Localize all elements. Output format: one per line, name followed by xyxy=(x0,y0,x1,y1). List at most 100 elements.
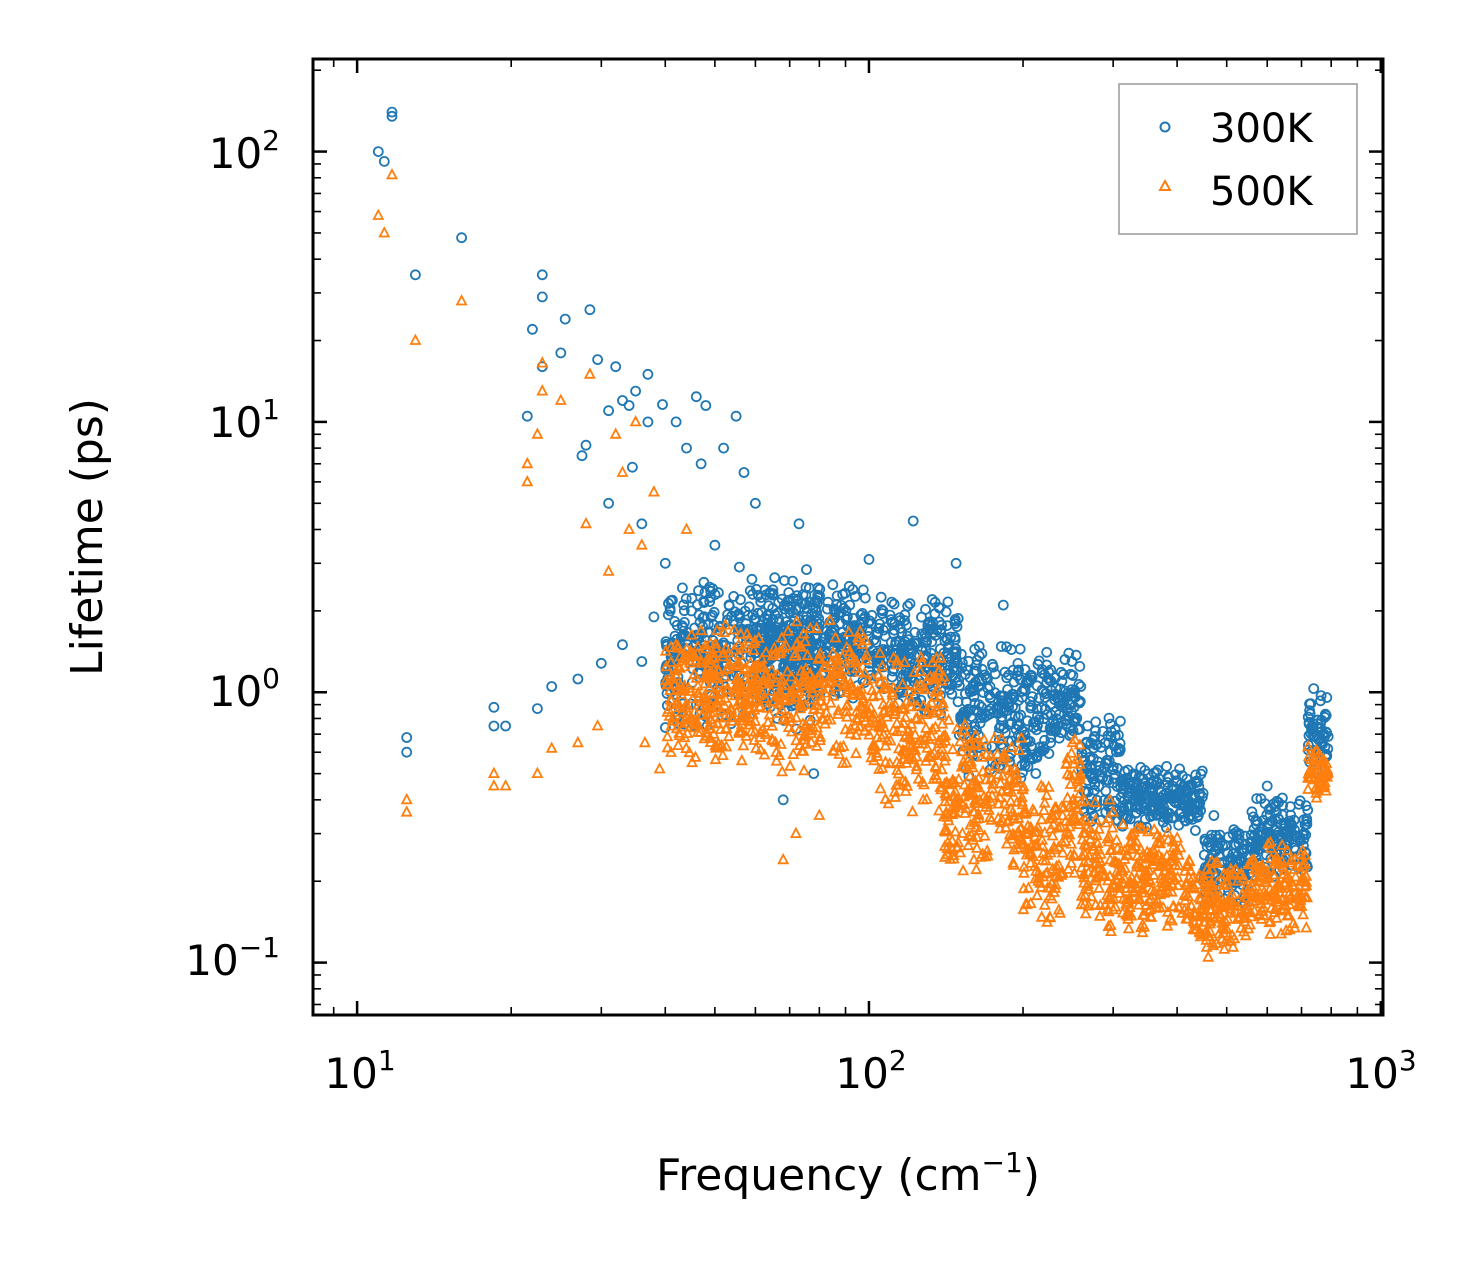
data-point xyxy=(1018,860,1030,872)
data-point xyxy=(1145,811,1156,822)
data-point xyxy=(961,729,974,742)
data-point xyxy=(1054,819,1067,832)
data-point xyxy=(1056,835,1069,848)
data-point xyxy=(748,683,761,695)
data-point xyxy=(938,850,951,862)
data-point xyxy=(1257,900,1270,913)
data-point xyxy=(840,685,853,697)
data-point xyxy=(1211,875,1224,887)
data-point xyxy=(785,725,798,737)
data-point xyxy=(743,691,755,703)
data-point xyxy=(920,792,933,804)
data-point xyxy=(661,729,674,742)
data-point xyxy=(920,721,932,733)
data-point xyxy=(824,713,837,725)
data-point xyxy=(1026,672,1038,683)
data-point xyxy=(1075,860,1088,873)
data-point xyxy=(1155,796,1166,808)
data-point xyxy=(767,589,778,601)
data-point xyxy=(1089,812,1102,825)
data-point xyxy=(1312,714,1324,726)
data-point xyxy=(850,746,862,759)
data-point xyxy=(1300,800,1312,812)
data-point xyxy=(836,650,849,662)
data-point xyxy=(982,803,995,815)
data-point xyxy=(695,623,708,636)
data-point xyxy=(1227,828,1239,840)
data-point xyxy=(1236,844,1248,855)
data-point xyxy=(814,694,827,706)
data-point xyxy=(712,662,724,674)
data-point xyxy=(1115,843,1128,855)
data-point xyxy=(1252,870,1265,882)
data-point xyxy=(610,361,622,373)
data-point xyxy=(648,611,660,623)
data-point xyxy=(1027,752,1038,763)
data-point xyxy=(723,657,736,669)
data-point xyxy=(617,395,628,406)
data-point xyxy=(840,677,853,690)
data-point xyxy=(1283,831,1295,843)
legend-label-300k: 300K xyxy=(1210,106,1314,152)
data-point xyxy=(905,699,918,712)
data-point xyxy=(746,573,758,585)
data-point xyxy=(889,698,902,710)
data-point xyxy=(670,416,682,428)
data-point xyxy=(1073,780,1086,792)
data-point xyxy=(897,716,910,728)
data-point xyxy=(636,656,648,667)
data-point xyxy=(941,824,954,837)
data-point xyxy=(754,700,766,713)
data-point xyxy=(1048,840,1060,852)
data-point xyxy=(1088,865,1101,878)
data-point xyxy=(954,680,965,692)
data-point xyxy=(1082,720,1093,732)
data-point xyxy=(1006,776,1019,788)
data-point xyxy=(943,777,956,790)
data-point xyxy=(1305,752,1317,764)
data-point xyxy=(1140,875,1153,887)
data-point xyxy=(1103,799,1114,811)
data-point xyxy=(999,820,1012,833)
data-point xyxy=(832,707,845,719)
data-point xyxy=(1088,731,1100,743)
data-point xyxy=(704,596,716,607)
data-point xyxy=(1252,828,1264,840)
data-point xyxy=(762,715,774,727)
data-point xyxy=(1060,757,1073,769)
data-point xyxy=(1075,795,1088,807)
data-point xyxy=(989,668,1001,680)
data-point xyxy=(735,753,748,766)
data-point xyxy=(779,575,790,586)
data-point xyxy=(800,670,813,683)
data-point xyxy=(1172,878,1184,891)
data-point xyxy=(902,722,915,735)
data-point xyxy=(873,717,886,730)
data-point xyxy=(756,607,768,618)
data-point xyxy=(978,829,991,841)
y-tick-labels: 10−1 100 101 102 xyxy=(185,124,280,985)
data-point xyxy=(924,618,935,630)
data-point xyxy=(752,631,765,643)
data-point xyxy=(1256,861,1269,873)
data-point xyxy=(1315,690,1327,701)
data-point xyxy=(952,792,965,804)
data-point xyxy=(1015,794,1028,807)
data-point xyxy=(801,611,812,622)
data-point xyxy=(1045,737,1056,749)
data-point xyxy=(1020,842,1033,854)
data-point xyxy=(1214,910,1227,922)
data-point xyxy=(1316,755,1329,767)
data-point xyxy=(1242,902,1255,915)
data-point xyxy=(580,516,592,529)
data-point xyxy=(455,294,468,306)
data-point xyxy=(1073,738,1086,750)
data-point xyxy=(750,741,762,753)
data-point xyxy=(1172,900,1185,912)
data-point xyxy=(1319,767,1332,779)
data-point xyxy=(672,738,685,750)
data-point xyxy=(935,674,948,686)
data-point xyxy=(695,654,707,667)
legend-box xyxy=(1118,83,1358,235)
x-tick-labels: 101 102 103 xyxy=(324,1044,1416,1098)
